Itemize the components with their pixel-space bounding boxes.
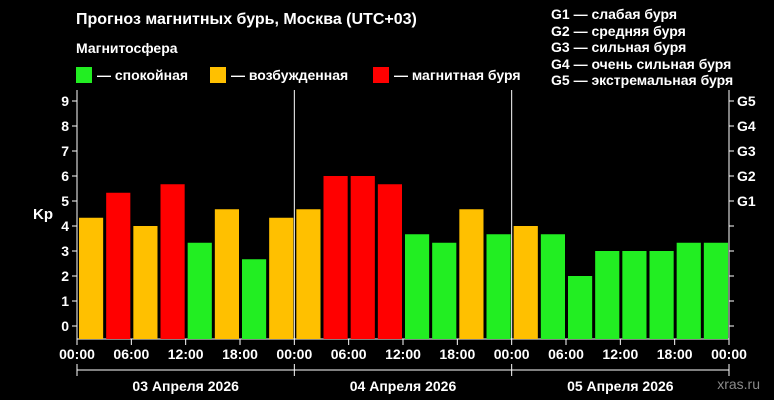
day-label: 03 Апреля 2026 [132, 378, 239, 394]
y-tick-label: 2 [61, 268, 69, 284]
kp-bar [269, 217, 294, 339]
y-tick-label: 3 [61, 243, 69, 259]
storm-legend-g2: G2 — средняя буря [551, 22, 686, 39]
y-tick-label: 0 [61, 318, 69, 334]
kp-bar [133, 226, 158, 339]
storm-legend-g5: G5 — экстремальная буря [551, 72, 734, 88]
kp-bar [242, 259, 267, 339]
kp-bar [568, 276, 593, 339]
kp-bar [540, 234, 565, 339]
kp-bar [323, 176, 348, 339]
legend-label-active: — возбужденная [231, 67, 349, 83]
legend-item-active: — возбужденная [210, 66, 348, 84]
page-title: Прогноз магнитных бурь, Москва (UTC+03) [76, 11, 417, 28]
x-tick-label: 12:00 [602, 346, 638, 362]
day-label: 04 Апреля 2026 [350, 378, 457, 394]
g-scale-label: G5 [737, 93, 756, 109]
storm-legend-g1: G1 — слабая буря [551, 6, 678, 22]
x-tick-label: 00:00 [276, 346, 312, 362]
y-axis-label: Kp [33, 206, 53, 223]
magnetosphere-title: Магнитосфера [76, 40, 178, 56]
x-tick-label: 00:00 [494, 346, 530, 362]
g-scale-label: G2 [737, 168, 756, 184]
kp-bar [649, 251, 674, 339]
watermark: xras.ru [717, 376, 760, 392]
y-tick-label: 1 [61, 293, 69, 309]
x-tick-label: 12:00 [168, 346, 204, 362]
kp-bar [676, 242, 701, 339]
legend-swatch-quiet [76, 67, 92, 83]
kp-bar [350, 176, 375, 339]
x-tick-label: 06:00 [331, 346, 367, 362]
x-tick-label: 00:00 [711, 346, 747, 362]
x-tick-label: 06:00 [113, 346, 149, 362]
y-tick-label: 4 [61, 218, 69, 234]
g-scale-label: G1 [737, 193, 756, 209]
kp-bar [187, 242, 212, 339]
kp-bar [513, 226, 538, 339]
kp-bar [703, 242, 728, 339]
kp-bar [79, 217, 104, 339]
x-tick-label: 06:00 [548, 346, 584, 362]
kp-bar [595, 251, 620, 339]
y-tick-label: 6 [61, 168, 69, 184]
kp-bar [296, 209, 321, 339]
y-tick-label: 8 [61, 118, 69, 134]
legend-label-quiet: — спокойная [97, 67, 189, 83]
kp-bar [214, 209, 239, 339]
g-scale-label: G3 [737, 143, 756, 159]
legend-swatch-storm [373, 67, 389, 83]
x-tick-label: 18:00 [222, 346, 258, 362]
kp-bar [160, 184, 185, 339]
kp-bar [486, 234, 511, 339]
x-tick-label: 18:00 [657, 346, 693, 362]
storm-legend-g4: G4 — очень сильная буря [551, 55, 732, 72]
storm-legend-g3: G3 — сильная буря [551, 39, 687, 55]
day-label: 05 Апреля 2026 [567, 378, 674, 394]
kp-bar [377, 184, 402, 339]
y-tick-label: 5 [61, 193, 69, 209]
legend-item-quiet: — спокойная [76, 66, 188, 84]
g-scale-label: G4 [737, 118, 756, 134]
y-tick-label: 7 [61, 143, 69, 159]
legend-swatch-active [210, 67, 226, 83]
y-tick-label: 9 [61, 93, 69, 109]
storm-scale-legend: G1 — слабая буря G2 — средняя буря G3 — … [551, 6, 733, 89]
x-tick-label: 12:00 [385, 346, 421, 362]
kp-bar [106, 192, 131, 339]
kp-bar [459, 209, 484, 339]
x-tick-label: 00:00 [59, 346, 95, 362]
x-tick-label: 18:00 [439, 346, 475, 362]
kp-bar [432, 242, 457, 339]
legend-label-storm: — магнитная буря [394, 67, 521, 83]
kp-bar [622, 251, 647, 339]
kp-bar [405, 234, 430, 339]
legend-item-storm: — магнитная буря [373, 66, 521, 84]
